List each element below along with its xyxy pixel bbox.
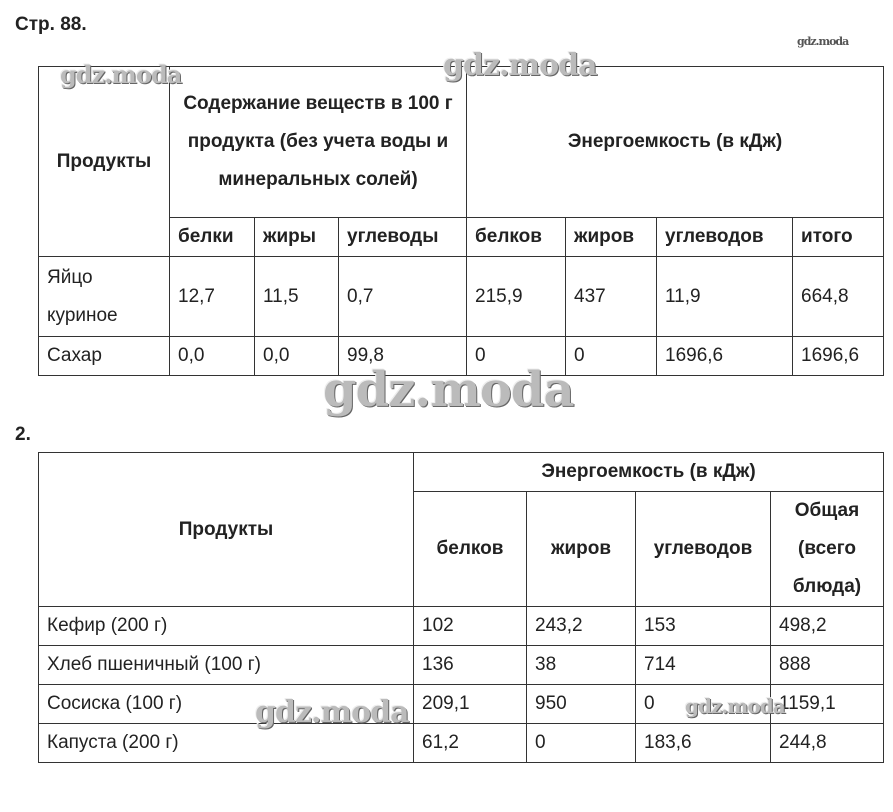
subheader: итого	[792, 217, 885, 257]
watermark: gdz.moda	[797, 35, 849, 48]
cell: 437	[565, 256, 658, 337]
cell: 215,9	[466, 256, 567, 337]
cell: 61,2	[413, 723, 527, 763]
energy-header: Энергоемкость (в кДж)	[412, 452, 885, 492]
products-header: Продукты	[38, 66, 170, 257]
product-name: Сахар	[38, 336, 170, 376]
cell: 11,5	[254, 256, 339, 337]
cell: 38	[526, 645, 636, 685]
cell: 0	[526, 723, 636, 763]
cell: 99,8	[337, 336, 468, 376]
subheader: белков	[466, 217, 567, 257]
cell: 102	[413, 606, 527, 646]
product-name: Хлеб пшеничный (100 г)	[38, 645, 414, 685]
table-row: Кефир (200 г) 102 243,2 153 498,2	[38, 606, 885, 646]
product-name: Яйцо куриное	[38, 256, 170, 337]
cell: 1159,1	[769, 684, 885, 724]
cell: 714	[635, 645, 771, 685]
cell: 153	[635, 606, 771, 646]
subheader: жиров	[565, 217, 658, 257]
table-1: Продукты Содержание веществ в 100 г прод…	[38, 66, 885, 376]
cell: 136	[413, 645, 527, 685]
cell: 183,6	[635, 723, 771, 763]
cell: 11,9	[656, 256, 794, 337]
watermark: gdz.moda	[60, 60, 182, 89]
subheader-row: белки жиры углеводы белков жиров углевод…	[39, 217, 885, 257]
cell: 498,2	[769, 606, 885, 646]
subheader: Общая (всего блюда)	[769, 491, 885, 607]
cell: 888	[769, 645, 885, 685]
watermark: gdz.moda	[443, 48, 598, 83]
table-2: Продукты Энергоемкость (в кДж) белков жи…	[38, 452, 885, 763]
energy-header: Энергоемкость (в кДж)	[466, 66, 885, 218]
products-header: Продукты	[38, 452, 414, 607]
product-name: Капуста (200 г)	[38, 723, 414, 763]
subheader: белков	[413, 491, 527, 607]
watermark: gdz.moda	[255, 695, 410, 730]
cell: 243,2	[526, 606, 636, 646]
cell: 209,1	[413, 684, 527, 724]
table-row: Яйцо куриное 12,7 11,5 0,7 215,9 437 11,…	[38, 256, 885, 337]
subheader: жиры	[254, 217, 339, 257]
subheader-row: белков жиров углеводов Общая (всего блюд…	[39, 491, 885, 607]
cell: 950	[526, 684, 636, 724]
cell: 244,8	[769, 723, 885, 763]
section-2-label: 2.	[15, 424, 31, 445]
subheader: белки	[169, 217, 255, 257]
cell: 1696,6	[792, 336, 885, 376]
cell: 1696,6	[656, 336, 794, 376]
subheader: жиров	[526, 491, 636, 607]
watermark: gdz.moda	[323, 362, 575, 418]
cell: 0	[466, 336, 567, 376]
cell: 0,0	[169, 336, 255, 376]
page-header: Стр. 88.	[15, 14, 87, 35]
watermark: gdz.moda	[685, 694, 786, 718]
subheader: углеводы	[337, 217, 468, 257]
table-row: Хлеб пшеничный (100 г) 136 38 714 888	[38, 645, 885, 685]
product-name: Кефир (200 г)	[38, 606, 414, 646]
content-header: Содержание веществ в 100 г продукта (без…	[168, 66, 468, 218]
table-row: Сахар 0,0 0,0 99,8 0 0 1696,6 1696,6	[38, 336, 885, 376]
cell: 0,7	[337, 256, 468, 337]
table-row: Капуста (200 г) 61,2 0 183,6 244,8	[38, 723, 885, 763]
cell: 664,8	[792, 256, 885, 337]
cell: 0	[565, 336, 658, 376]
cell: 12,7	[169, 256, 255, 337]
subheader: углеводов	[635, 491, 771, 607]
subheader: углеводов	[656, 217, 794, 257]
cell: 0,0	[254, 336, 339, 376]
